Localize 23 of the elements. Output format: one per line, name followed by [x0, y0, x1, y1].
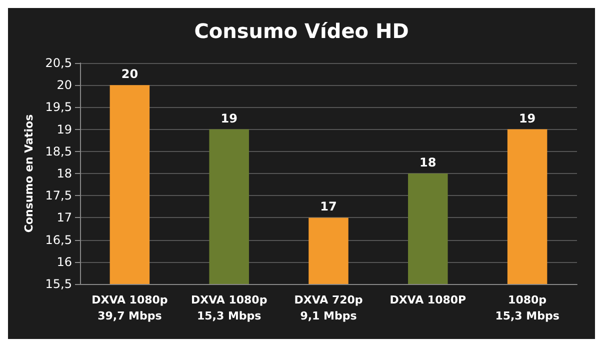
y-tick-label: 16: [56, 254, 72, 269]
data-label: 20: [121, 67, 138, 82]
y-tick-label: 19,5: [45, 100, 72, 114]
y-tick-label: 18,5: [45, 144, 72, 158]
y-tick-label: 16,5: [45, 232, 72, 247]
y-tick-label: 17: [56, 210, 72, 225]
x-tick-label: DXVA 1080p 15,3 Mbps: [190, 294, 268, 322]
y-tick-label: 17,5: [45, 188, 72, 203]
y-tick-label: 18: [56, 166, 72, 180]
y-tick-label: 19: [56, 122, 72, 136]
x-tick-label: DXVA 1080p 39,7 Mbps: [92, 294, 168, 322]
y-tick-label: 20: [56, 78, 72, 92]
y-tick-label: 20,5: [45, 56, 72, 70]
chart-title: Consumo Vídeo HD: [194, 19, 409, 43]
data-label: 18: [420, 156, 436, 170]
data-label: 19: [220, 111, 238, 126]
x-tick-label: DXVA 720p 9,1 Mbps: [294, 294, 363, 322]
data-label: 19: [518, 111, 536, 126]
x-tick-label: DXVA 1080P: [390, 294, 466, 306]
data-label: 17: [320, 200, 337, 214]
x-tick-label: 1080p 15,3 Mbps: [495, 294, 560, 322]
y-tick-label: 15,5: [45, 277, 72, 291]
y-axis-title: Consumo en Vatios: [22, 114, 36, 233]
